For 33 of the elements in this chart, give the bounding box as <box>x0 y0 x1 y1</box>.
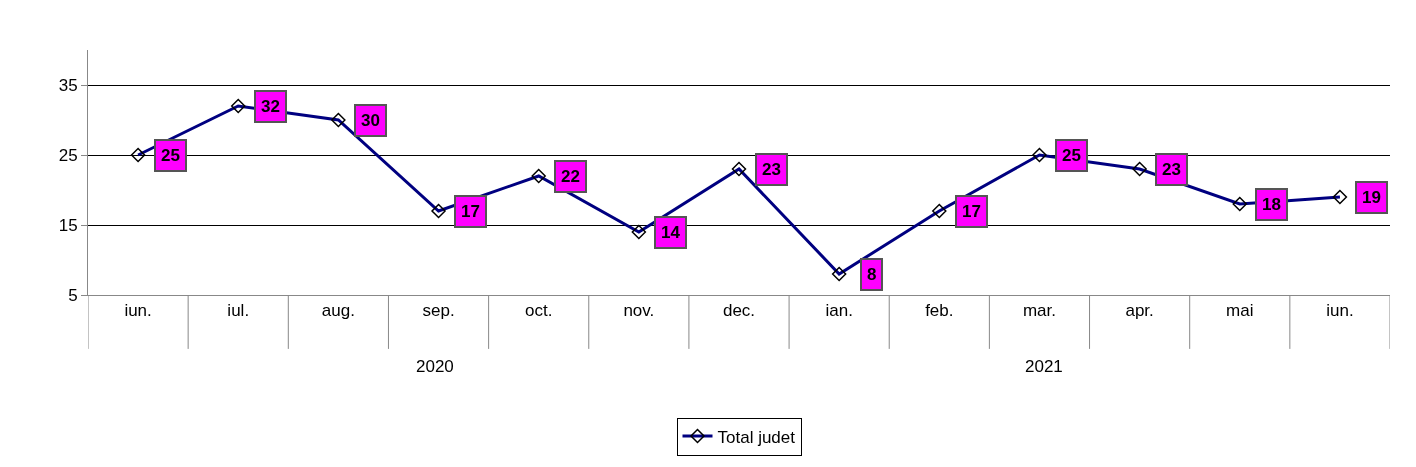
data-label: 8 <box>867 265 877 284</box>
data-label: 14 <box>661 223 681 242</box>
y-tick-label: 35 <box>58 75 78 95</box>
x-tick-label: dec. <box>722 301 756 321</box>
x-tick-label: ian. <box>825 301 853 321</box>
x-tick-label: mai <box>1226 301 1254 321</box>
data-label: 23 <box>762 160 781 179</box>
data-label: 17 <box>461 202 480 221</box>
data-label: 23 <box>1162 160 1181 179</box>
x-tick-label: apr. <box>1125 301 1154 321</box>
x-tick-label: sep. <box>422 301 455 321</box>
data-label: 30 <box>361 111 380 130</box>
x-tick-label: aug. <box>321 301 355 321</box>
data-label: 17 <box>962 202 981 221</box>
x-tick-label: iul. <box>227 301 250 321</box>
legend-label: Total judet <box>717 427 796 447</box>
text: 2020 <box>416 357 454 376</box>
x-tick-label: iun. <box>1326 301 1354 321</box>
data-label: 19 <box>1362 188 1381 207</box>
x-tick-label: feb. <box>925 301 954 321</box>
data-label: 18 <box>1262 195 1281 214</box>
x-tick-label: iun. <box>124 301 152 321</box>
data-label: 22 <box>561 167 580 186</box>
data-label: 25 <box>161 146 180 165</box>
data-label: 32 <box>261 97 280 116</box>
text: 2021 <box>1025 357 1063 376</box>
data-label: 25 <box>1062 146 1081 165</box>
x-tick-label: mar. <box>1022 301 1056 321</box>
x-tick-label: nov. <box>623 301 655 321</box>
y-tick-label: 5 <box>68 285 78 305</box>
y-tick-label: 25 <box>58 145 78 165</box>
x-tick-label: oct. <box>524 301 553 321</box>
y-tick-label: 15 <box>58 215 78 235</box>
